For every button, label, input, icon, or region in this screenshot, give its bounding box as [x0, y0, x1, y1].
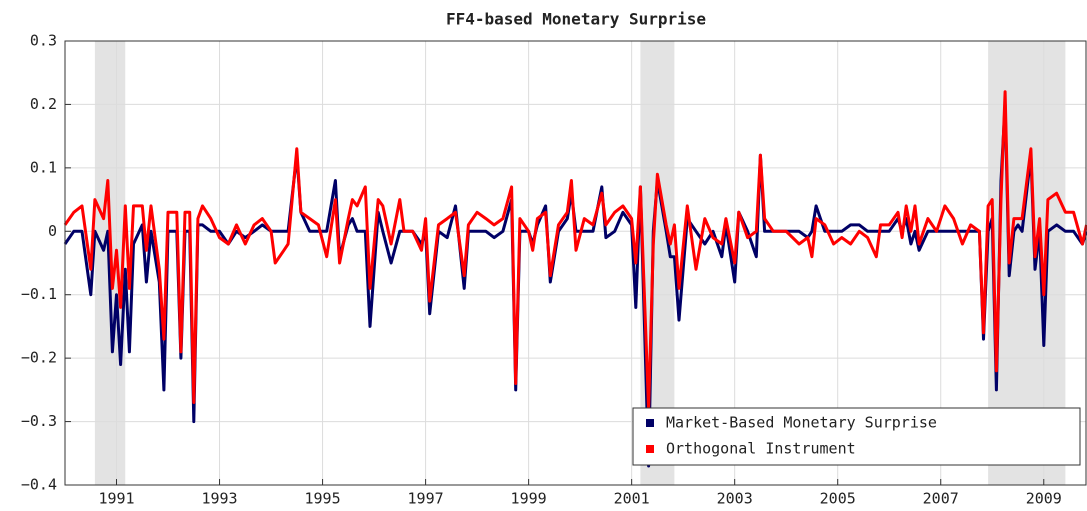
x-tick-label: 1999 [511, 490, 547, 508]
x-tick-label: 2009 [1026, 490, 1062, 508]
y-tick-label: 0.2 [30, 95, 57, 113]
x-tick-label: 2001 [614, 490, 650, 508]
legend-swatch [646, 445, 654, 453]
x-tick-label: 2005 [820, 490, 856, 508]
chart-title: FF4-based Monetary Surprise [446, 10, 706, 29]
y-tick-label: 0 [48, 222, 57, 240]
x-tick-label: 2003 [717, 490, 753, 508]
y-tick-label: 0.3 [30, 32, 57, 50]
legend-swatch [646, 419, 654, 427]
legend: Market-Based Monetary Surprise Orthogonal… [632, 407, 1081, 466]
y-tick-label: −0.2 [21, 349, 57, 367]
x-tick-label: 2007 [923, 490, 959, 508]
legend-box [632, 407, 1081, 466]
y-tick-label: −0.1 [21, 285, 57, 303]
series-line [63, 90, 1087, 411]
legend-label: Market-Based Monetary Surprise [666, 414, 937, 432]
y-tick-label: 0.1 [30, 158, 57, 176]
x-tick-label: 1993 [201, 490, 237, 508]
plot-border [64, 40, 1087, 486]
x-tick-label: 1991 [98, 490, 134, 508]
x-tick-label: 1997 [408, 490, 444, 508]
y-tick-label: −0.4 [21, 476, 57, 494]
y-tick-label: −0.3 [21, 412, 57, 430]
legend-label: Orthogonal Instrument [666, 440, 856, 458]
x-tick-label: 1995 [305, 490, 341, 508]
